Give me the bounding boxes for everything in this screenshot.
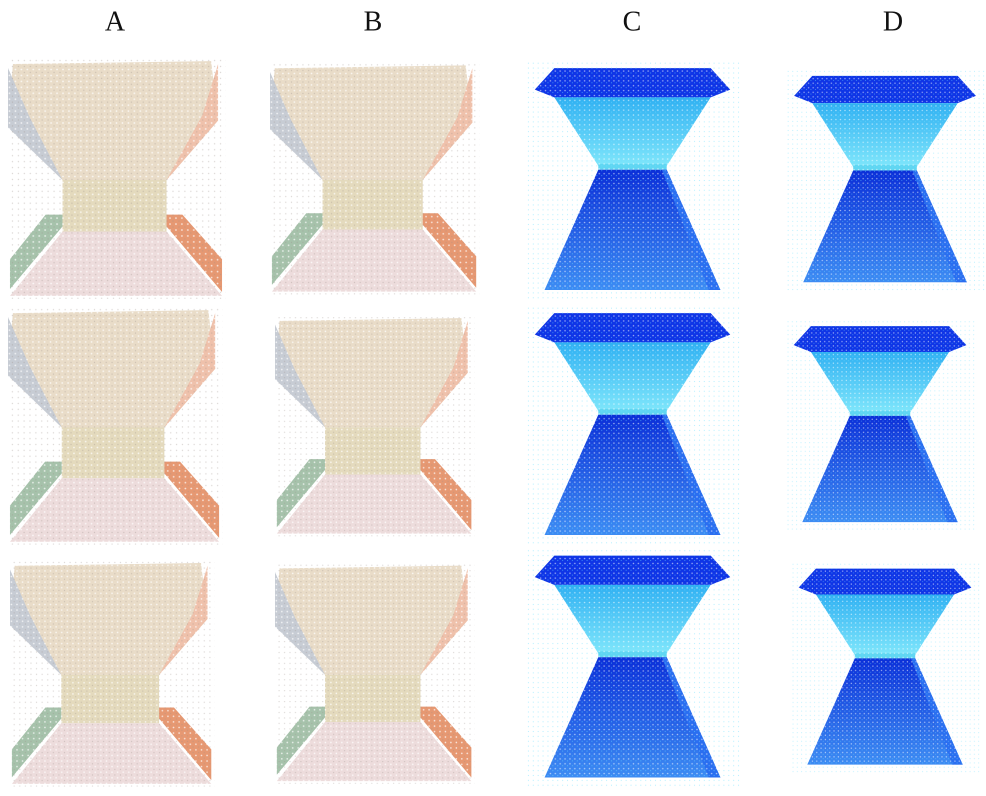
point-cloud (270, 61, 480, 295)
point-cloud (8, 305, 223, 544)
error-map (785, 319, 975, 531)
point-cloud (275, 561, 475, 784)
point-cloud (10, 558, 215, 786)
column-label: B (364, 6, 383, 37)
error-map (790, 562, 980, 774)
error-map (525, 305, 740, 544)
column-label: C (623, 6, 642, 37)
figure: A B C D (0, 0, 986, 796)
column-label: A (105, 6, 126, 37)
column-label: D (883, 6, 903, 37)
error-map (525, 548, 740, 787)
error-map (525, 60, 740, 299)
error-map (785, 69, 985, 292)
point-cloud (8, 56, 226, 299)
point-cloud (275, 314, 475, 537)
